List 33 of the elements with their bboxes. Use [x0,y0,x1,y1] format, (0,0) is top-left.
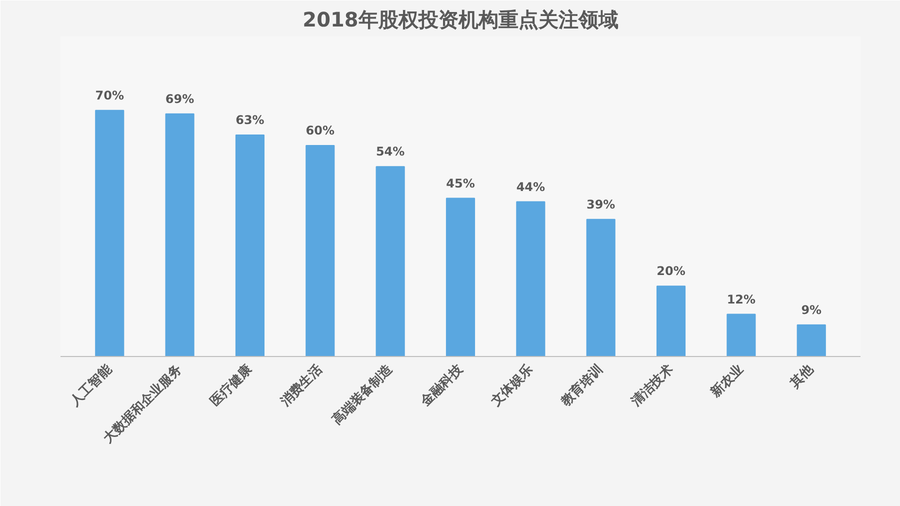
chart-title: 2018年股权投资机构重点关注领域 [302,8,618,32]
data-label: 69% [165,92,194,106]
data-label: 60% [306,124,335,138]
data-label: 63% [236,112,264,127]
x-tick-label: 教育培训 [557,361,606,410]
data-label: 44% [516,180,546,194]
x-tick-label: 新农业 [706,361,747,402]
x-tick-label: 金融科技 [418,361,467,410]
x-tick-label: 文体娱乐 [487,361,536,410]
data-label: 9% [801,302,822,317]
data-label: 12% [726,292,756,306]
bar [306,145,335,356]
bar [235,134,265,356]
bar [586,218,616,356]
data-label: 54% [376,144,405,159]
data-label: 45% [446,176,475,190]
data-label: 39% [586,197,616,212]
bar [726,314,756,356]
bar [95,110,124,356]
x-tick-label: 消费生活 [277,362,326,410]
bar [446,198,476,356]
x-tick-label: 清洁技术 [628,362,676,410]
bar [516,201,546,356]
bar [165,113,194,356]
x-tick-label: 其他 [786,361,818,392]
data-label: 70% [95,88,124,102]
x-tick-label: 高端装备制造 [329,360,396,428]
bar [376,166,405,356]
x-tick-label: 人工智能 [66,360,116,410]
data-label: 20% [656,264,686,278]
x-tick-label: 医疗健康 [207,360,256,410]
bar [796,324,826,356]
bar [656,286,686,356]
